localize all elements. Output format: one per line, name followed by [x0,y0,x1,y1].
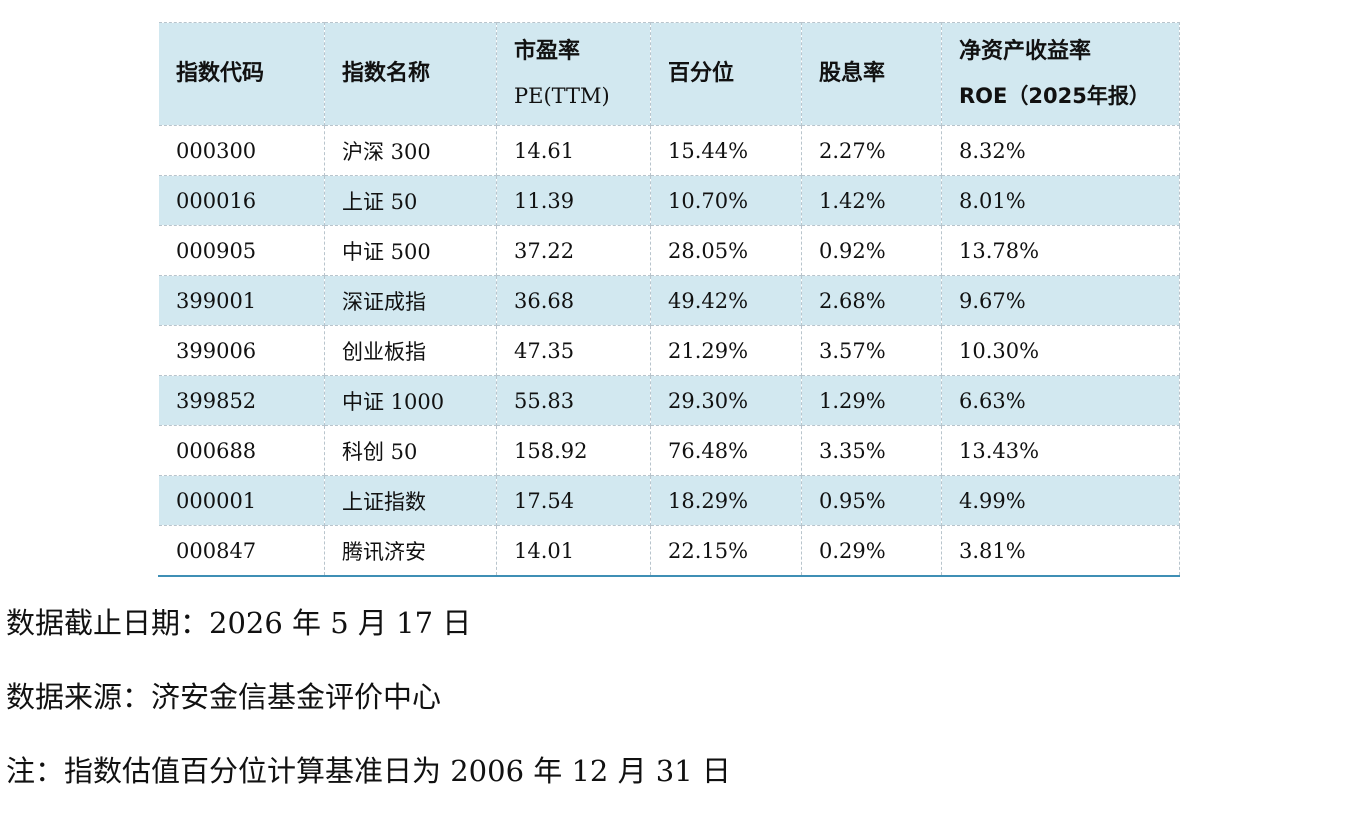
cell-roe: 13.78% [941,225,1180,276]
header-sublabel: ROE（2025年报） [959,84,1150,108]
cell-pe: 158.92 [496,425,651,476]
cell-pe: 36.68 [496,275,651,326]
header-sublabel: PE(TTM) [514,84,610,108]
cell-percentile: 76.48% [650,425,802,476]
cell-index-name: 中证 1000 [324,375,497,426]
cell-roe: 4.99% [941,475,1180,526]
cell-pe: 14.61 [496,125,651,176]
cell-roe: 6.63% [941,375,1180,426]
cell-dividend: 0.95% [801,475,942,526]
cell-index-name: 创业板指 [324,325,497,376]
cell-dividend: 0.92% [801,225,942,276]
table-row: 000300 沪深 300 14.61 15.44% 2.27% 8.32% [158,125,1180,176]
cell-pe: 11.39 [496,175,651,226]
cell-index-name: 上证 50 [324,175,497,226]
cell-index-name: 深证成指 [324,275,497,326]
table-row: 000016 上证 50 11.39 10.70% 1.42% 8.01% [158,175,1180,226]
header-label: 百分位 [668,61,735,86]
table-row: 000905 中证 500 37.22 28.05% 0.92% 13.78% [158,225,1180,276]
cell-index-code: 399852 [158,375,325,426]
cell-roe: 9.67% [941,275,1180,326]
header-label: 净资产收益率 [959,39,1092,64]
cell-index-name: 上证指数 [324,475,497,526]
table-row: 399852 中证 1000 55.83 29.30% 1.29% 6.63% [158,375,1180,426]
cell-index-code: 399006 [158,325,325,376]
table-body: 000300 沪深 300 14.61 15.44% 2.27% 8.32% 0… [158,125,1180,577]
cell-pe: 37.22 [496,225,651,276]
cell-dividend: 2.27% [801,125,942,176]
cell-roe: 13.43% [941,425,1180,476]
cell-index-code: 000001 [158,475,325,526]
cell-dividend: 3.57% [801,325,942,376]
cell-index-code: 000300 [158,125,325,176]
header-label: 指数代码 [176,61,265,86]
data-cutoff-date: 数据截止日期：2026 年 5 月 17 日 [6,606,472,640]
table-row: 399006 创业板指 47.35 21.29% 3.57% 10.30% [158,325,1180,376]
cell-percentile: 29.30% [650,375,802,426]
index-valuation-table: 指数代码 指数名称 市盈率 PE(TTM) 百分位 股息率 净资产收益率 ROE… [158,22,1180,577]
cell-index-code: 000847 [158,525,325,577]
cell-dividend: 0.29% [801,525,942,577]
cell-dividend: 1.29% [801,375,942,426]
cell-roe: 10.30% [941,325,1180,376]
cell-index-code: 399001 [158,275,325,326]
cell-index-code: 000905 [158,225,325,276]
cell-pe: 47.35 [496,325,651,376]
cell-pe: 14.01 [496,525,651,577]
header-index-name: 指数名称 [324,22,497,126]
footnotes: 数据截止日期：2026 年 5 月 17 日 数据来源：济安金信基金评价中心 注… [6,604,731,826]
table-row: 000847 腾讯济安 14.01 22.15% 0.29% 3.81% [158,525,1180,577]
cell-percentile: 15.44% [650,125,802,176]
table-header: 指数代码 指数名称 市盈率 PE(TTM) 百分位 股息率 净资产收益率 ROE… [158,22,1180,126]
cell-percentile: 10.70% [650,175,802,226]
header-dividend-yield: 股息率 [801,22,942,126]
cell-percentile: 49.42% [650,275,802,326]
header-label: 市盈率 [514,39,581,64]
cell-roe: 8.01% [941,175,1180,226]
header-label: 指数名称 [342,61,431,86]
header-index-code: 指数代码 [158,22,325,126]
cell-percentile: 18.29% [650,475,802,526]
table-row: 000688 科创 50 158.92 76.48% 3.35% 13.43% [158,425,1180,476]
cell-dividend: 2.68% [801,275,942,326]
header-label: 股息率 [819,61,886,86]
header-row: 指数代码 指数名称 市盈率 PE(TTM) 百分位 股息率 净资产收益率 ROE… [158,22,1180,126]
table-row: 399001 深证成指 36.68 49.42% 2.68% 9.67% [158,275,1180,326]
table-row: 000001 上证指数 17.54 18.29% 0.95% 4.99% [158,475,1180,526]
cell-index-code: 000688 [158,425,325,476]
cell-dividend: 1.42% [801,175,942,226]
data-source: 数据来源：济安金信基金评价中心 [6,680,442,714]
cell-dividend: 3.35% [801,425,942,476]
percentile-remark: 注：指数估值百分位计算基准日为 2006 年 12 月 31 日 [6,754,731,788]
cell-roe: 3.81% [941,525,1180,577]
cell-index-name: 腾讯济安 [324,525,497,577]
cell-index-name: 科创 50 [324,425,497,476]
cell-roe: 8.32% [941,125,1180,176]
header-roe: 净资产收益率 ROE（2025年报） [941,22,1180,126]
header-pe-ttm: 市盈率 PE(TTM) [496,22,651,126]
cell-index-code: 000016 [158,175,325,226]
cell-percentile: 22.15% [650,525,802,577]
header-percentile: 百分位 [650,22,802,126]
cell-percentile: 28.05% [650,225,802,276]
cell-index-name: 沪深 300 [324,125,497,176]
cell-percentile: 21.29% [650,325,802,376]
cell-pe: 55.83 [496,375,651,426]
cell-pe: 17.54 [496,475,651,526]
cell-index-name: 中证 500 [324,225,497,276]
